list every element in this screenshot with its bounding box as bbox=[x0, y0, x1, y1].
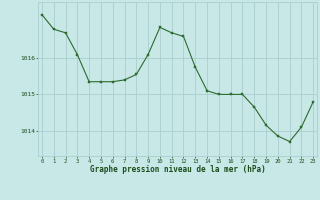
X-axis label: Graphe pression niveau de la mer (hPa): Graphe pression niveau de la mer (hPa) bbox=[90, 165, 266, 174]
